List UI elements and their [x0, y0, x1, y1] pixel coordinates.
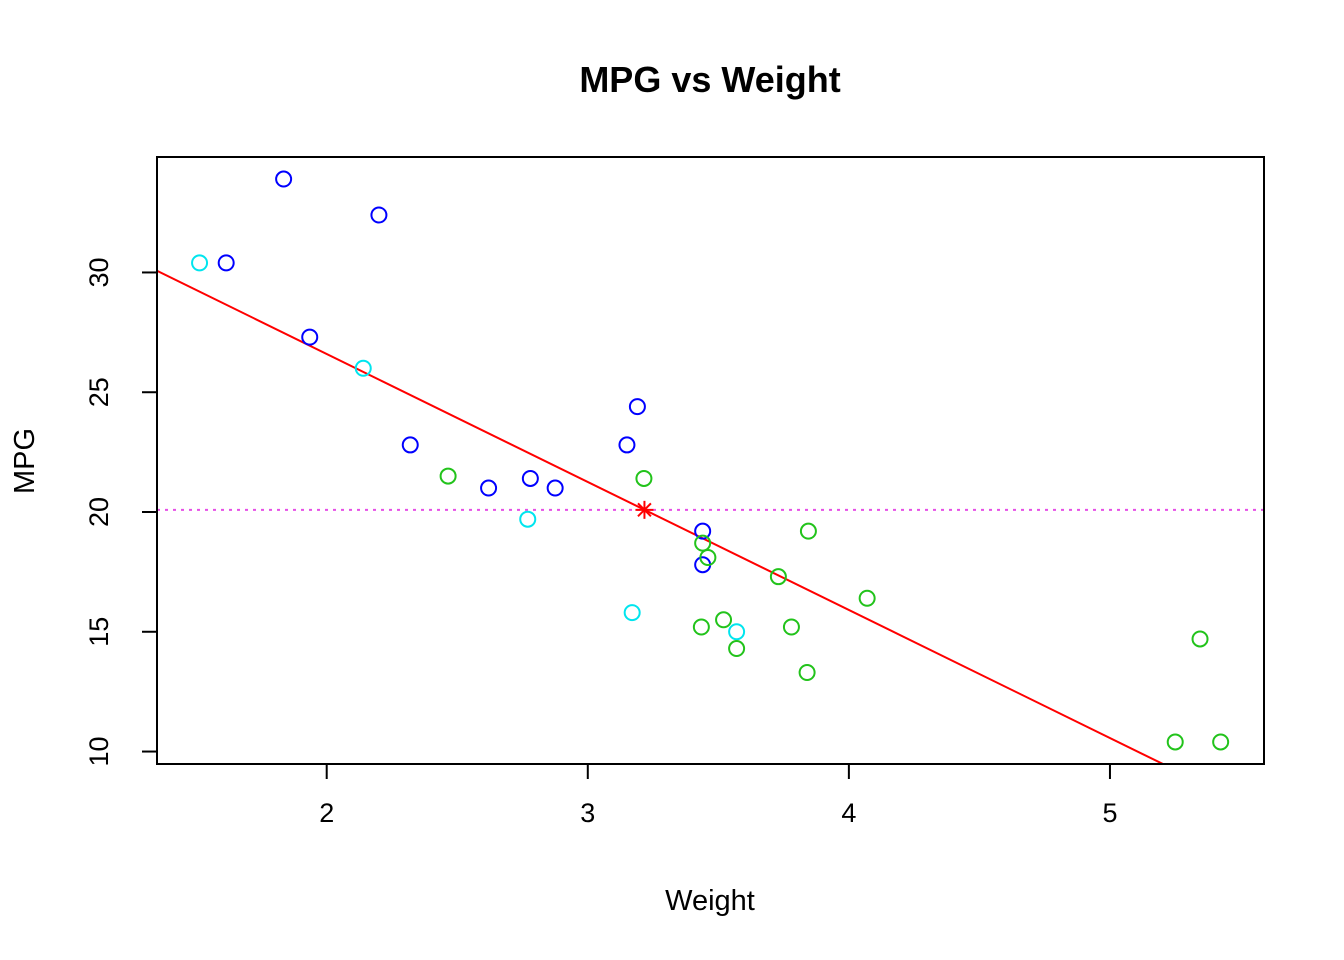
data-point	[715, 611, 733, 629]
y-tick-label: 15	[84, 617, 114, 647]
x-tick-label: 3	[580, 798, 595, 828]
x-axis: 2 3 4 5	[319, 763, 1117, 828]
data-point	[519, 510, 537, 528]
plot-frame	[156, 156, 1265, 765]
y-tick-label: 30	[84, 257, 114, 287]
data-point	[618, 436, 636, 454]
y-tick-label: 25	[84, 377, 114, 407]
data-point	[692, 618, 710, 636]
x-tick-label: 5	[1102, 798, 1117, 828]
data-point	[354, 359, 372, 377]
data-point	[439, 467, 457, 485]
data-point	[521, 469, 539, 487]
data-point	[1191, 630, 1209, 648]
data-point	[635, 469, 653, 487]
data-point	[782, 618, 800, 636]
data-point	[694, 522, 712, 540]
data-point	[799, 522, 817, 540]
chart-title: MPG vs Weight	[579, 59, 840, 100]
data-point	[798, 663, 816, 681]
data-point	[275, 170, 293, 188]
x-axis-label: Weight	[665, 885, 755, 917]
data-point	[401, 436, 419, 454]
data-point	[217, 254, 235, 272]
data-point	[1212, 733, 1230, 751]
data-point	[191, 254, 209, 272]
data-point	[628, 398, 646, 416]
data-point	[1166, 733, 1184, 751]
y-tick-label: 20	[84, 497, 114, 527]
data-point	[546, 479, 564, 497]
points-layer	[191, 170, 1230, 751]
mean-point-layer	[635, 500, 654, 519]
x-tick-label: 4	[841, 798, 856, 828]
data-point	[301, 328, 319, 346]
data-point	[728, 640, 746, 658]
x-tick-label: 2	[319, 798, 334, 828]
y-axis: 10 15 20 25 30	[84, 257, 158, 767]
data-point	[370, 206, 388, 224]
y-axis-label: MPG	[9, 428, 41, 494]
data-point	[480, 479, 498, 497]
data-point	[623, 604, 641, 622]
data-point	[699, 549, 717, 567]
data-point	[858, 589, 876, 607]
y-tick-label: 10	[84, 737, 114, 767]
data-point	[728, 623, 746, 641]
data-point	[694, 534, 712, 552]
data-point	[769, 568, 787, 586]
mean-point-marker	[635, 500, 654, 519]
